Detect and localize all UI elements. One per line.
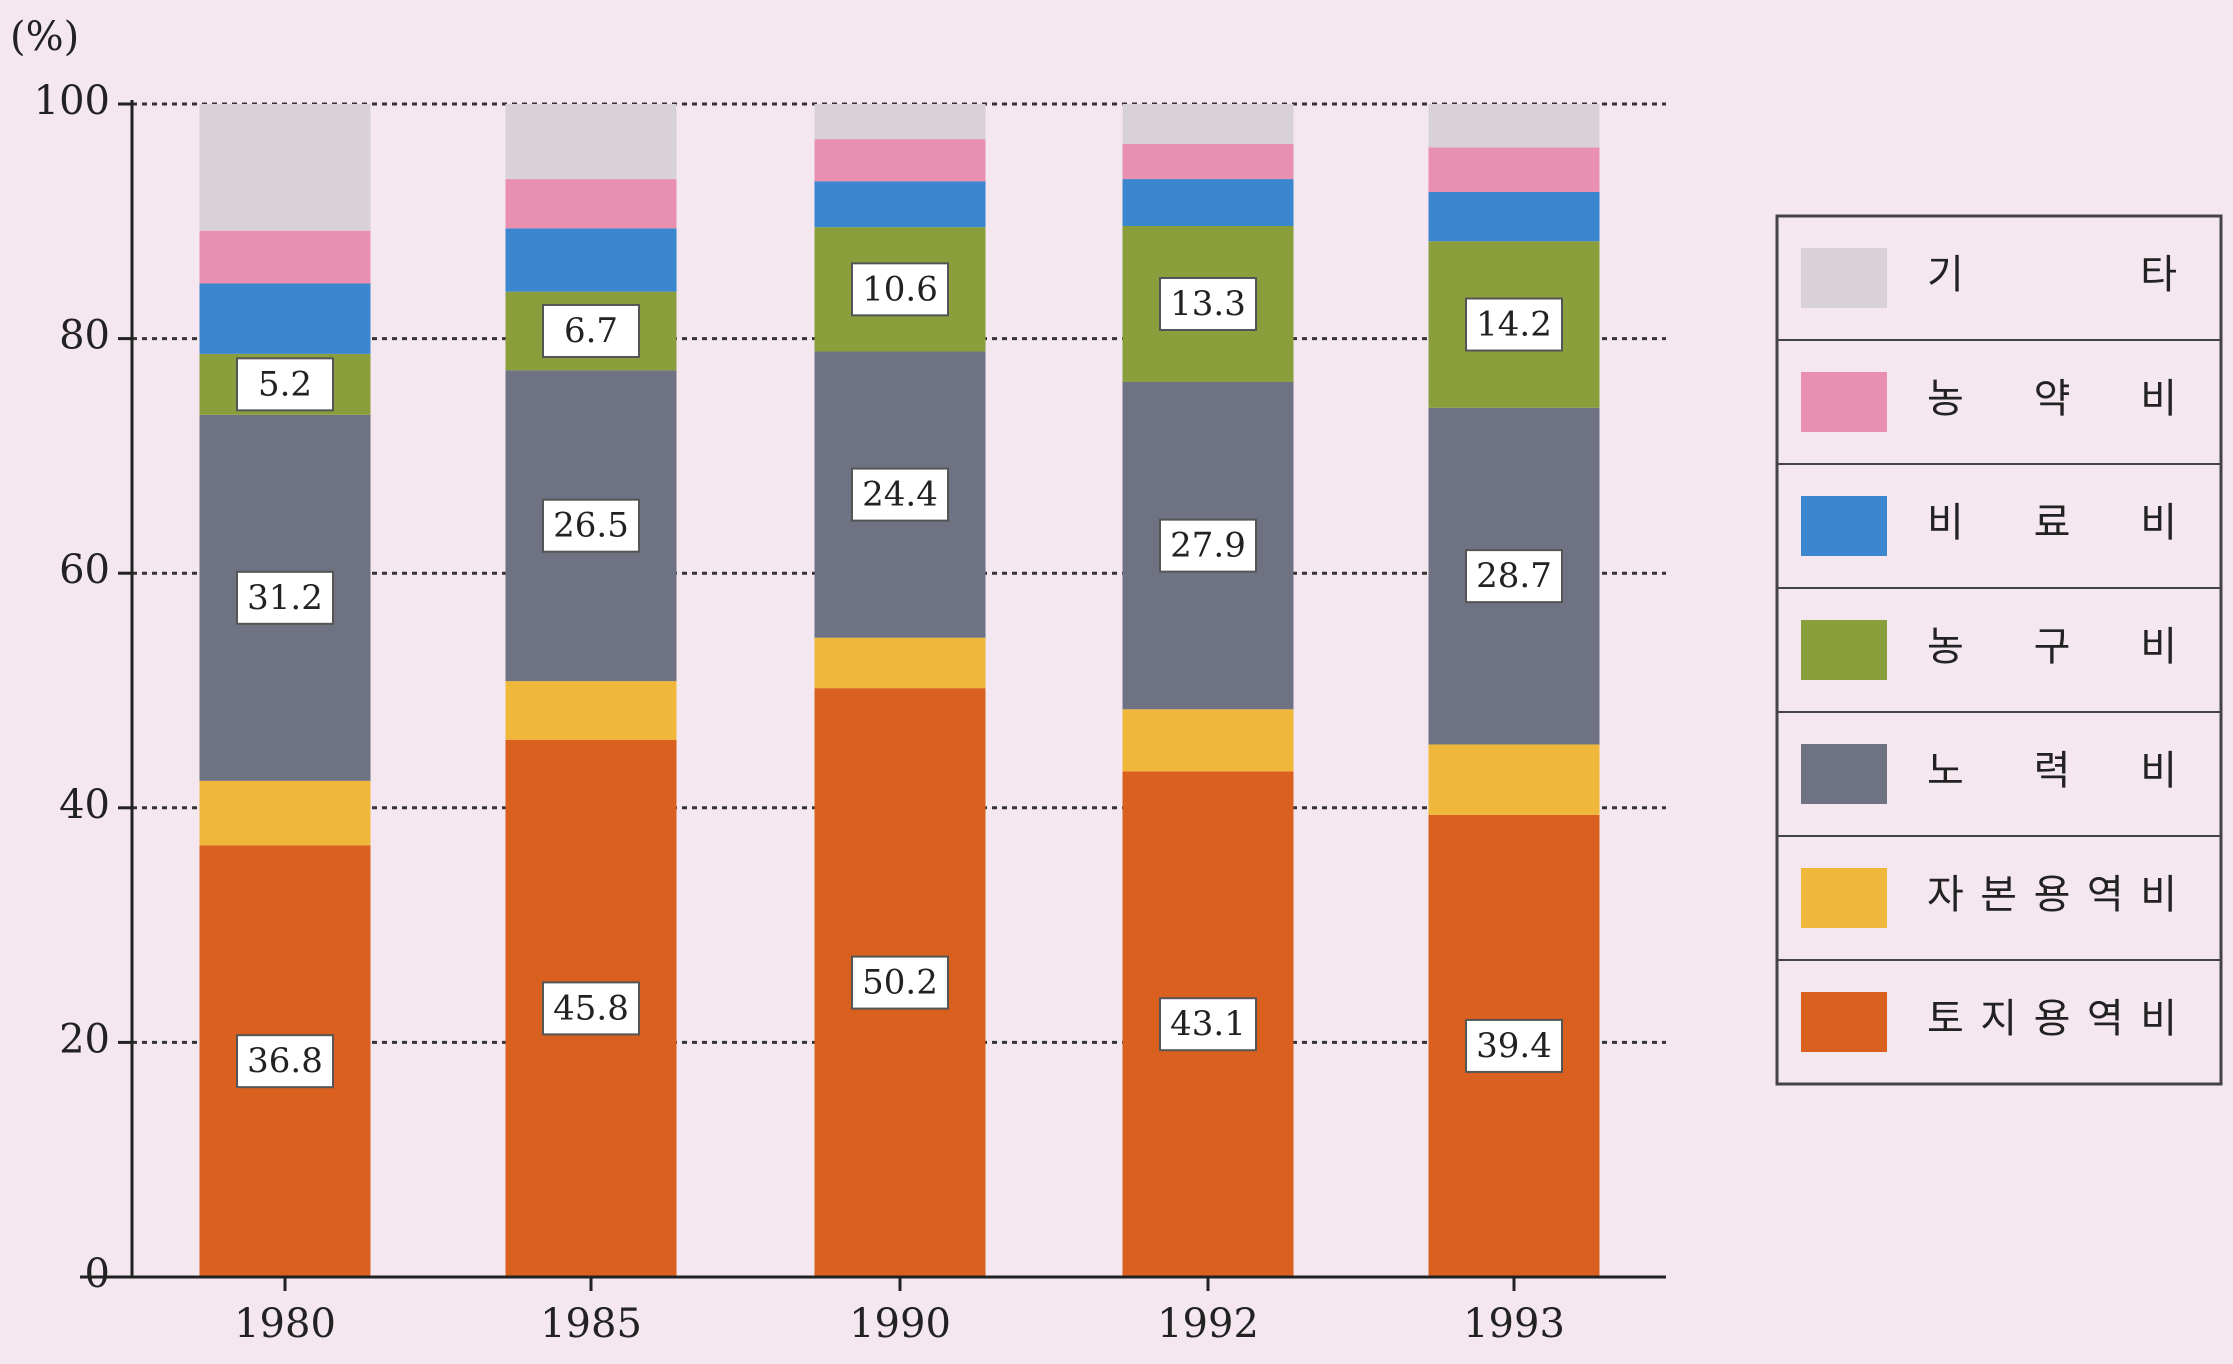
value-label-box — [1465, 549, 1563, 604]
value-label: 36.8 — [247, 1041, 323, 1081]
x-tick-label: 1990 — [849, 1301, 951, 1347]
value-label-box — [236, 1034, 334, 1089]
bar-segment — [199, 230, 371, 284]
value-label: 43.1 — [1170, 1004, 1246, 1044]
value-label-box — [1159, 276, 1257, 331]
bar-segment — [505, 228, 677, 292]
legend-swatch — [1801, 620, 1887, 680]
bar-segment — [1428, 104, 1600, 148]
y-axis-label: (%) — [10, 14, 79, 60]
value-label: 24.4 — [862, 475, 938, 515]
bar-segment — [814, 139, 986, 182]
value-label: 27.9 — [1170, 526, 1246, 566]
bar-segment — [505, 681, 677, 740]
legend-label: 농약비 — [1927, 376, 2177, 422]
value-label: 50.2 — [862, 963, 938, 1003]
legend-swatch — [1801, 992, 1887, 1052]
legend-box — [1775, 214, 2223, 1086]
y-tick-label: 0 — [85, 1251, 110, 1297]
value-label: 39.4 — [1476, 1026, 1552, 1066]
value-label-box — [1159, 997, 1257, 1052]
bar-segment — [1122, 179, 1294, 226]
bar-segment — [814, 104, 986, 140]
value-label: 31.2 — [247, 578, 323, 618]
bar-segment — [1122, 143, 1294, 180]
bar-segment — [199, 283, 371, 354]
bar-segment — [1122, 709, 1294, 772]
value-label-box — [542, 303, 640, 358]
x-tick-label: 1992 — [1157, 1301, 1259, 1347]
legend-label: 농구비 — [1927, 624, 2177, 670]
value-label-box — [851, 262, 949, 317]
bar-segment — [505, 104, 677, 180]
y-tick-label: 100 — [34, 78, 110, 124]
value-label: 28.7 — [1476, 556, 1552, 596]
value-label-box — [542, 981, 640, 1036]
value-label: 13.3 — [1170, 284, 1246, 324]
value-label: 45.8 — [553, 988, 629, 1028]
value-label-box — [1465, 1018, 1563, 1073]
value-label-box — [236, 570, 334, 625]
value-label-box — [851, 955, 949, 1010]
x-tick-label: 1985 — [540, 1301, 642, 1347]
value-label: 26.5 — [553, 506, 629, 546]
value-label-box — [1465, 297, 1563, 352]
legend-label: 비료비 — [1927, 500, 2177, 546]
y-tick-label: 40 — [59, 782, 110, 828]
y-tick-label: 20 — [59, 1016, 110, 1062]
value-label: 10.6 — [862, 269, 938, 309]
y-tick-label: 60 — [59, 547, 110, 593]
value-label-box — [236, 357, 334, 412]
value-label: 6.7 — [564, 311, 618, 351]
value-label-box — [851, 467, 949, 522]
x-tick-label: 1993 — [1463, 1301, 1565, 1347]
value-label-box — [542, 498, 640, 553]
bar-segment — [1428, 147, 1600, 192]
bar-segment — [199, 780, 371, 846]
bar-segment — [1122, 104, 1294, 144]
legend-label: 노력비 — [1927, 748, 2177, 794]
legend-label: 자본용역비 — [1927, 872, 2177, 918]
legend-swatch — [1801, 248, 1887, 308]
legend-swatch — [1801, 496, 1887, 556]
legend-label: 토지용역비 — [1927, 996, 2177, 1042]
bar-segment — [1428, 191, 1600, 242]
bar-segment — [814, 181, 986, 228]
legend-swatch — [1801, 372, 1887, 432]
y-tick-label: 80 — [59, 313, 110, 359]
bar-segment — [199, 104, 371, 231]
legend-swatch — [1801, 868, 1887, 928]
value-label-box — [1159, 518, 1257, 573]
legend-swatch — [1801, 744, 1887, 804]
value-label: 14.2 — [1476, 305, 1552, 345]
bar-segment — [1428, 744, 1600, 815]
legend-label: 기타 — [1927, 252, 2177, 298]
bar-segment — [505, 179, 677, 229]
bar-segment — [814, 637, 986, 689]
x-tick-label: 1980 — [234, 1301, 336, 1347]
value-label: 5.2 — [258, 364, 312, 404]
